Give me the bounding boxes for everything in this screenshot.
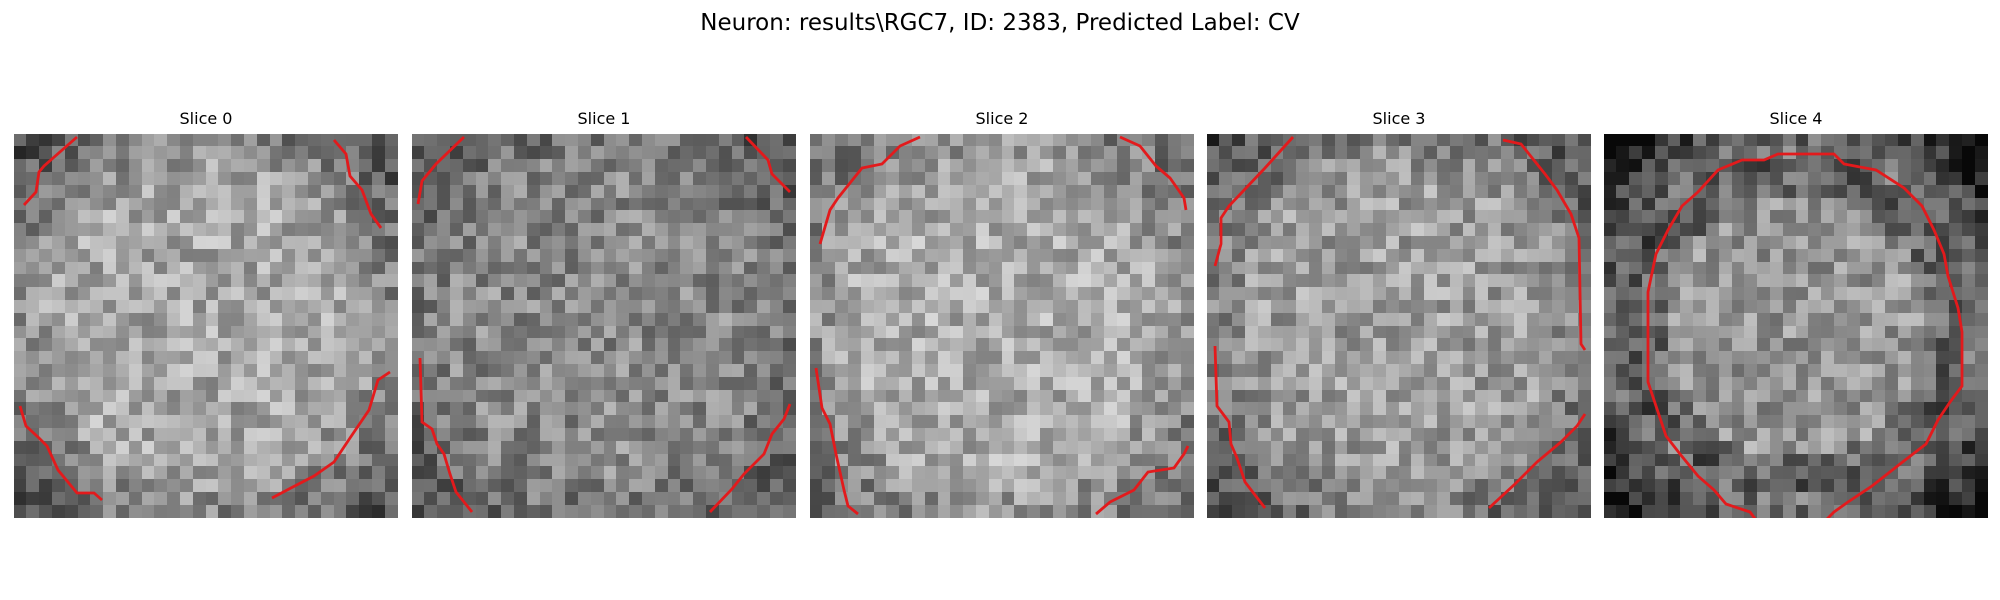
slice-title: Slice 2 bbox=[975, 109, 1029, 128]
contour-overlay bbox=[1646, 152, 1964, 518]
slice-image bbox=[1604, 134, 1988, 518]
slice-title: Slice 3 bbox=[1372, 109, 1426, 128]
slice-panel-3: Slice 3 bbox=[1207, 108, 1591, 518]
slice-image bbox=[810, 134, 1194, 518]
slice-title: Slice 0 bbox=[179, 109, 233, 128]
contour-overlay bbox=[1213, 136, 1587, 510]
slice-panel-4: Slice 4 bbox=[1604, 108, 1988, 518]
contour-overlay bbox=[18, 135, 391, 502]
figure-title: Neuron: results\RGC7, ID: 2383, Predicte… bbox=[700, 10, 1300, 36]
slice-image bbox=[1207, 134, 1591, 518]
slice-panel-1: Slice 1 bbox=[412, 108, 796, 518]
contour-overlay bbox=[814, 135, 1190, 516]
contour-overlay bbox=[416, 135, 792, 513]
slice-image bbox=[14, 134, 398, 518]
slice-title: Slice 4 bbox=[1769, 109, 1823, 128]
slice-title: Slice 1 bbox=[577, 109, 631, 128]
slice-image bbox=[412, 134, 796, 518]
slice-panel-2: Slice 2 bbox=[810, 108, 1194, 518]
slice-panel-0: Slice 0 bbox=[14, 108, 398, 518]
